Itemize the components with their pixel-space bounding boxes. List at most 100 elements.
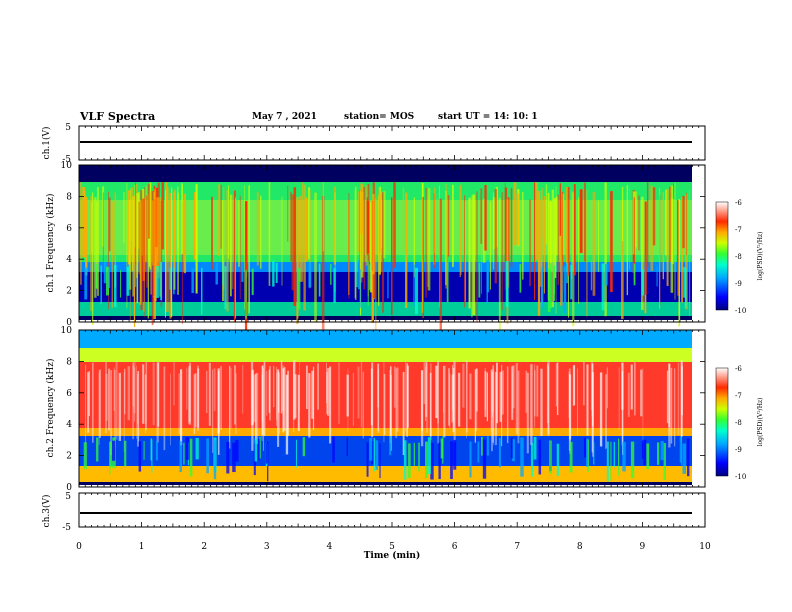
spectral-stripe	[179, 369, 183, 446]
spectral-stripe	[683, 267, 686, 298]
spectral-stripe	[646, 443, 650, 470]
ch3-waveform-frame	[78, 492, 706, 528]
spectral-stripe	[195, 438, 199, 460]
spectral-stripe	[605, 374, 607, 449]
ch1-cb-tick-3: -9	[735, 280, 742, 288]
spectral-stripe	[586, 364, 589, 436]
spectral-stripe	[435, 365, 438, 419]
spectral-stripe	[553, 198, 557, 279]
spectral-stripe	[511, 439, 515, 462]
spectral-stripe	[557, 194, 559, 285]
spectral-stripe	[484, 368, 486, 410]
spectral-stripe	[549, 440, 552, 474]
spectral-stripe	[276, 372, 278, 420]
spectral-stripe	[292, 363, 295, 432]
spectral-stripe	[681, 196, 684, 303]
spectral-stripe	[598, 200, 599, 272]
spectral-stripe	[83, 442, 87, 470]
time-tick-label: 0	[76, 542, 82, 552]
spectral-stripe	[533, 364, 536, 428]
spectral-stripe	[680, 440, 683, 466]
spectral-stripe	[466, 360, 468, 433]
ch1-freq-ylabel: ch.1 Frequency (kHz)	[45, 194, 56, 293]
spectral-stripe	[103, 261, 107, 284]
spectral-stripe	[305, 197, 308, 262]
spectral-stripe	[183, 193, 187, 274]
spectral-stripe	[100, 265, 102, 304]
spectral-stripe	[640, 369, 643, 417]
spectral-stripe	[471, 195, 473, 318]
spectral-stripe	[489, 201, 492, 290]
spectral-stripe	[220, 366, 222, 430]
spectral-stripe	[278, 371, 280, 413]
spectral-stripe	[586, 190, 588, 317]
spectral-stripe	[549, 201, 552, 272]
spectral-stripe	[280, 360, 283, 414]
ch1-colorbar-gradient	[715, 201, 729, 311]
spectral-stripe	[573, 184, 576, 276]
spectral-stripe	[543, 196, 545, 294]
ch3-waveform-ylabel: ch.3(V)	[41, 495, 52, 528]
ch2-band-upper	[79, 348, 692, 364]
spectral-stripe	[515, 362, 518, 435]
spectral-stripe	[261, 365, 264, 436]
spectral-stripe	[382, 192, 384, 313]
spectral-stripe	[622, 371, 624, 455]
spectral-stripe	[161, 199, 163, 306]
spectral-stripe	[579, 189, 583, 253]
spectral-stripe	[142, 198, 146, 281]
spectral-stripe	[656, 266, 658, 287]
spectral-stripe	[556, 362, 559, 416]
spectral-stripe	[593, 442, 595, 465]
spectral-stripe	[492, 365, 494, 443]
spectral-stripe	[359, 190, 362, 316]
spectral-stripe	[669, 186, 672, 263]
spectral-stripe	[107, 191, 109, 310]
spectral-stripe	[371, 437, 374, 465]
spectral-stripe	[482, 198, 486, 263]
spectral-stripe	[405, 361, 407, 432]
spectral-stripe	[684, 268, 687, 308]
spectral-stripe	[111, 201, 113, 308]
spectral-stripe	[108, 267, 111, 289]
spectral-stripe	[367, 261, 369, 306]
spectral-stripe	[235, 439, 239, 462]
spectral-stripe	[547, 360, 550, 436]
spectral-stripe	[226, 189, 229, 312]
spectral-stripe	[145, 185, 147, 263]
spectral-stripe	[383, 191, 386, 259]
spectral-stripe	[366, 442, 369, 477]
spectral-stripe	[402, 187, 405, 251]
spectral-stripe	[311, 370, 314, 419]
spectral-stripe	[553, 265, 555, 301]
spectral-stripe	[370, 201, 373, 293]
spectral-stripe	[113, 367, 115, 411]
spectral-stripe	[439, 185, 440, 308]
freq-tick-label: 4	[66, 420, 72, 430]
time-tick-label: 9	[640, 542, 646, 552]
spectral-stripe	[613, 442, 615, 468]
spectral-stripe	[265, 443, 268, 464]
spectral-stripe	[389, 369, 392, 444]
spectral-stripe	[440, 438, 444, 459]
start-time-label: start UT = 14: 10: 1	[438, 112, 538, 122]
spectral-stripe	[110, 370, 112, 456]
time-tick-label: 1	[139, 542, 145, 552]
spectral-stripe	[486, 260, 490, 293]
spectral-stripe	[425, 187, 427, 298]
spectral-stripe	[429, 372, 432, 437]
spectral-stripe	[379, 443, 381, 479]
spectral-stripe	[308, 262, 312, 288]
spectral-stripe	[90, 196, 93, 312]
spectral-stripe	[195, 184, 198, 294]
spectral-stripe	[484, 184, 487, 251]
spectral-stripe	[157, 362, 160, 427]
spectral-stripe	[590, 260, 592, 291]
spectral-stripe	[413, 197, 416, 278]
spectral-stripe	[561, 265, 563, 308]
spectral-stripe	[464, 195, 466, 308]
spectral-stripe	[213, 440, 217, 480]
spectral-stripe	[161, 182, 164, 250]
spectral-stripe	[668, 363, 671, 448]
spectral-stripe	[660, 441, 664, 461]
